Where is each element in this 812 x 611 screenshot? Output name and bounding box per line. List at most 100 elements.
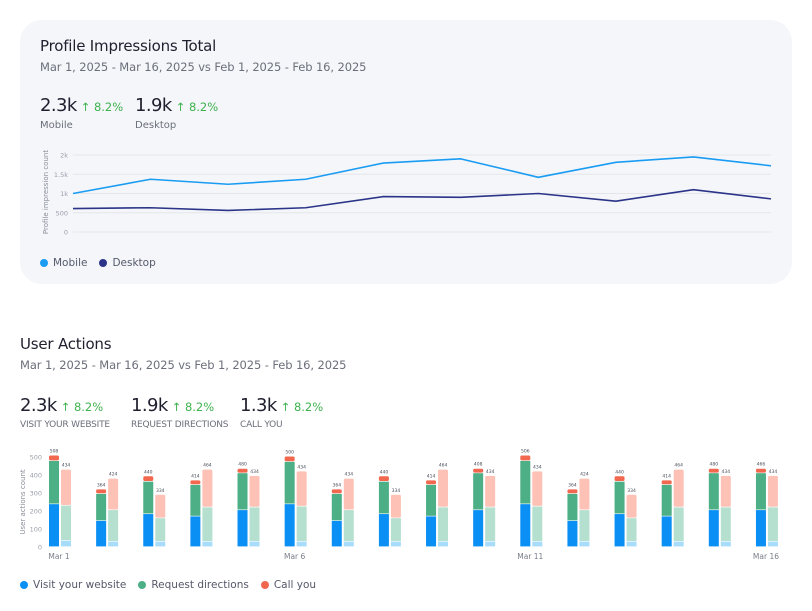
bar-segment-current-visit-your-website xyxy=(190,516,201,547)
bar-data-label: 434 xyxy=(250,469,259,475)
bar-segment-previous-visit-your-website xyxy=(296,541,307,547)
bar-data-label: 414 xyxy=(662,473,671,479)
bar-segment-previous-visit-your-website xyxy=(108,541,119,547)
legend-dot-icon xyxy=(260,581,269,589)
bar-segment-current-request-directions xyxy=(49,460,59,504)
impressions-line-chart: 0 500 1k 1.5k 2k Profile impression count xyxy=(42,150,772,237)
bar-segment-current-visit-your-website xyxy=(661,516,672,547)
bar-segment-previous-request-directions xyxy=(296,506,307,541)
kpi-change: ↑ 8.2% xyxy=(171,400,215,414)
bar-data-label: 364 xyxy=(97,482,106,488)
bar-segment-previous-call-you xyxy=(579,478,590,510)
bar-segment-previous-call-you xyxy=(438,469,449,507)
bar-segment-current-call-you xyxy=(49,455,59,461)
bar-segment-current-call-you xyxy=(143,476,154,482)
bar-segment-previous-request-directions xyxy=(202,507,213,541)
legend-label: Mobile xyxy=(53,257,88,269)
bar-segment-previous-call-you xyxy=(343,478,354,510)
actions-title: User Actions xyxy=(20,335,112,353)
legend-item-request-directions[interactable]: Request directions xyxy=(138,579,249,591)
legend-item-desktop[interactable]: Desktop xyxy=(99,257,156,269)
x-tick-label: Mar 1 xyxy=(48,552,70,561)
kpi-label: REQUEST DIRECTIONS xyxy=(131,420,229,430)
legend-item-mobile[interactable]: Mobile xyxy=(40,257,87,269)
bar-segment-current-request-directions xyxy=(520,460,531,504)
bar-segment-current-call-you xyxy=(567,489,578,494)
bar-segment-previous-call-you xyxy=(720,475,731,507)
bar-segment-previous-call-you xyxy=(767,475,778,507)
bar-segment-current-visit-your-website xyxy=(143,514,154,547)
bar-segment-current-visit-your-website xyxy=(614,514,625,547)
y-tick-label: 0 xyxy=(64,229,68,237)
bar-segment-previous-call-you xyxy=(485,475,496,507)
bar-segment-previous-call-you xyxy=(626,494,637,518)
bar-segment-previous-visit-your-website xyxy=(579,541,590,547)
bar-segment-current-call-you xyxy=(378,476,389,482)
bar-segment-previous-visit-your-website xyxy=(61,540,71,547)
bar-data-label: 480 xyxy=(710,462,719,468)
kpi-value: 2.3k xyxy=(20,395,57,416)
kpi-request-directions: 1.9k ↑ 8.2% REQUEST DIRECTIONS xyxy=(131,395,228,430)
bar-data-label: 414 xyxy=(427,473,436,479)
bar-data-label: 434 xyxy=(297,464,306,470)
bar-segment-current-request-directions xyxy=(661,484,672,516)
bar-segment-previous-call-you xyxy=(390,494,401,518)
y-tick-label: 100 xyxy=(30,526,42,534)
bar-segment-previous-request-directions xyxy=(626,518,637,541)
bar-data-label: 506 xyxy=(521,449,530,455)
bar-data-label: 434 xyxy=(533,464,542,470)
bar-segment-previous-request-directions xyxy=(343,510,354,541)
bar-segment-current-call-you xyxy=(190,480,201,485)
legend-label: Visit your website xyxy=(33,579,127,591)
bar-segment-previous-visit-your-website xyxy=(485,541,496,547)
bar-segment-previous-request-directions xyxy=(249,507,260,541)
bar-segment-previous-request-directions xyxy=(673,507,684,541)
bar-segment-previous-visit-your-website xyxy=(202,541,213,547)
bar-segment-previous-request-directions xyxy=(767,507,778,541)
kpi-value: 1.3k xyxy=(240,395,277,416)
bar-data-label: 466 xyxy=(757,462,766,468)
kpi-mobile: 2.3k ↑ 8.2% Mobile xyxy=(40,95,123,131)
bar-segment-previous-call-you xyxy=(108,478,119,510)
legend-item-visit-website[interactable]: Visit your website xyxy=(20,579,126,591)
bar-segment-current-visit-your-website xyxy=(567,520,578,547)
kpi-label: Desktop xyxy=(135,120,177,131)
bar-segment-previous-request-directions xyxy=(390,518,401,541)
bar-segment-previous-call-you xyxy=(249,475,260,507)
bar-data-label: 414 xyxy=(191,473,200,479)
bar-segment-current-call-you xyxy=(96,489,107,494)
bar-segment-previous-call-you xyxy=(61,469,71,505)
bar-segment-previous-call-you xyxy=(155,494,166,518)
bar-segment-current-call-you xyxy=(520,455,531,461)
bar-segment-current-request-directions xyxy=(473,473,484,510)
bar-segment-current-request-directions xyxy=(331,493,342,521)
bar-segment-current-request-directions xyxy=(567,493,578,521)
y-tick-label: 2k xyxy=(60,152,68,160)
bar-data-label: 440 xyxy=(615,469,624,475)
bar-data-label: 434 xyxy=(62,463,71,469)
bar-segment-previous-request-directions xyxy=(579,510,590,541)
kpi-desktop: 1.9k ↑ 8.2% Desktop xyxy=(135,95,218,131)
bar-segment-current-request-directions xyxy=(284,461,295,504)
bar-segment-current-visit-your-website xyxy=(755,510,766,547)
bar-segment-previous-request-directions xyxy=(438,507,449,541)
impressions-subtitle: Mar 1, 2025 - Mar 16, 2025 vs Feb 1, 202… xyxy=(40,60,367,74)
bar-segment-current-request-directions xyxy=(426,484,437,516)
impressions-legend: Mobile Desktop xyxy=(40,257,156,269)
actions-subtitle: Mar 1, 2025 - Mar 16, 2025 vs Feb 1, 202… xyxy=(20,358,347,372)
bar-segment-current-visit-your-website xyxy=(237,510,248,547)
bar-segment-previous-request-directions xyxy=(485,507,496,541)
legend-item-call-you[interactable]: Call you xyxy=(260,579,316,591)
bar-segment-current-call-you xyxy=(708,468,719,473)
bar-segment-previous-visit-your-website xyxy=(626,541,637,547)
actions-legend: Visit your website Request directions Ca… xyxy=(20,579,316,591)
kpi-visit-website: 2.3k ↑ 8.2% VISIT YOUR WEBSITE xyxy=(20,395,110,430)
kpi-change: ↑ 8.2% xyxy=(60,400,104,414)
bar-data-label: 424 xyxy=(580,472,589,478)
bar-data-label: 440 xyxy=(144,469,153,475)
bar-segment-current-call-you xyxy=(331,489,342,494)
bar-segment-previous-call-you xyxy=(532,471,543,506)
legend-dot-icon xyxy=(20,581,28,589)
bar-segment-previous-visit-your-website xyxy=(532,541,543,547)
bar-data-label: 364 xyxy=(568,482,577,488)
